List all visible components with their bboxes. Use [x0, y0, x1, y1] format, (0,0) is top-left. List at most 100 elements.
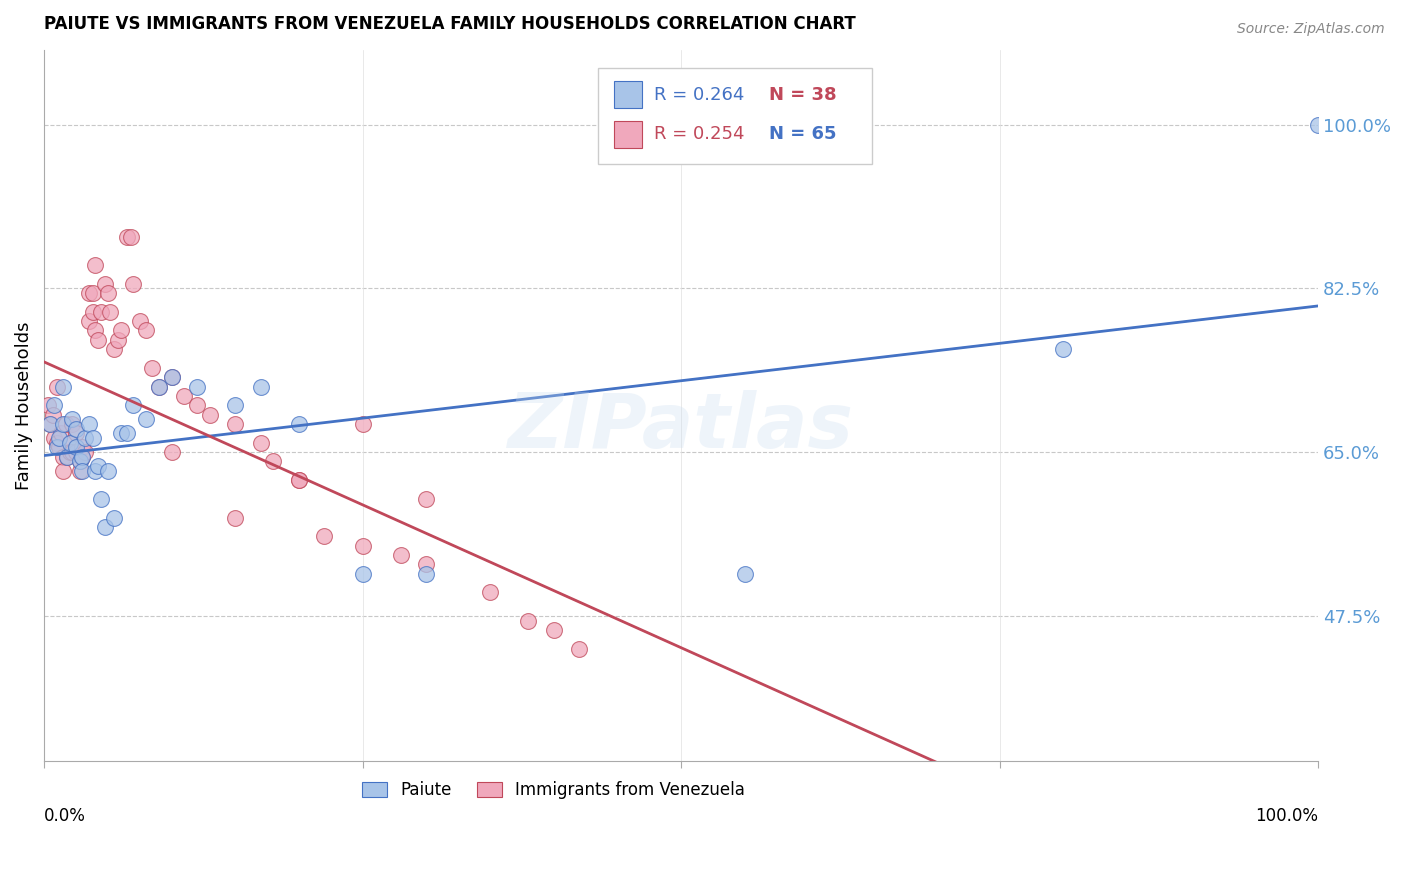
Point: [352, 539, 374, 553]
Point: [94, 520, 117, 534]
Point: [122, 277, 145, 291]
Bar: [613, 121, 641, 148]
Point: [69, 454, 91, 468]
Point: [69, 454, 91, 468]
Point: [60, 417, 83, 431]
FancyBboxPatch shape: [599, 68, 872, 163]
Point: [110, 324, 132, 338]
Text: N = 65: N = 65: [769, 126, 837, 144]
Text: 100.0%: 100.0%: [1256, 807, 1319, 825]
Point: [160, 370, 183, 384]
Point: [122, 398, 145, 412]
Point: [415, 566, 437, 581]
Point: [288, 473, 311, 487]
Point: [288, 417, 311, 431]
Point: [128, 314, 150, 328]
Legend: Paiute, Immigrants from Venezuela: Paiute, Immigrants from Venezuela: [356, 774, 752, 805]
Point: [52, 379, 75, 393]
Point: [65, 445, 87, 459]
Point: [517, 614, 540, 628]
Point: [186, 379, 208, 393]
Point: [352, 566, 374, 581]
Point: [52, 464, 75, 478]
Point: [56, 450, 79, 464]
Point: [39, 417, 62, 431]
Point: [415, 491, 437, 506]
Point: [160, 445, 183, 459]
Point: [94, 277, 117, 291]
Point: [288, 473, 311, 487]
Point: [224, 417, 246, 431]
Point: [262, 454, 284, 468]
Text: R = 0.264: R = 0.264: [654, 86, 745, 103]
Point: [45, 441, 67, 455]
Point: [115, 230, 138, 244]
Point: [48, 431, 70, 445]
Point: [249, 379, 271, 393]
Point: [90, 491, 112, 506]
Point: [173, 389, 195, 403]
Point: [1052, 342, 1074, 356]
Point: [103, 342, 125, 356]
Point: [103, 510, 125, 524]
Point: [543, 623, 565, 637]
Point: [479, 585, 502, 599]
Point: [52, 450, 75, 464]
Point: [84, 464, 107, 478]
Point: [82, 286, 104, 301]
Point: [84, 258, 107, 272]
Point: [107, 333, 129, 347]
Point: [90, 305, 112, 319]
Point: [1308, 118, 1330, 132]
Point: [82, 431, 104, 445]
Point: [568, 641, 591, 656]
Point: [86, 459, 108, 474]
Point: [224, 398, 246, 412]
Point: [56, 450, 79, 464]
Point: [72, 450, 94, 464]
Point: [249, 435, 271, 450]
Point: [148, 379, 170, 393]
Point: [73, 431, 96, 445]
Point: [58, 445, 80, 459]
Point: [141, 360, 163, 375]
Point: [415, 558, 437, 572]
Point: [60, 445, 83, 459]
Point: [55, 417, 77, 431]
Point: [120, 230, 142, 244]
Point: [58, 435, 80, 450]
Text: Source: ZipAtlas.com: Source: ZipAtlas.com: [1237, 22, 1385, 37]
Point: [389, 548, 412, 562]
Point: [42, 408, 65, 422]
Point: [52, 417, 75, 431]
Point: [160, 370, 183, 384]
Text: R = 0.254: R = 0.254: [654, 126, 745, 144]
Text: PAIUTE VS IMMIGRANTS FROM VENEZUELA FAMILY HOUSEHOLDS CORRELATION CHART: PAIUTE VS IMMIGRANTS FROM VENEZUELA FAMI…: [44, 15, 856, 33]
Point: [77, 417, 100, 431]
Bar: [613, 81, 641, 108]
Point: [98, 305, 121, 319]
Point: [60, 412, 83, 426]
Point: [72, 464, 94, 478]
Point: [224, 510, 246, 524]
Point: [352, 417, 374, 431]
Point: [65, 422, 87, 436]
Y-axis label: Family Households: Family Households: [15, 321, 32, 490]
Point: [84, 324, 107, 338]
Point: [97, 286, 120, 301]
Text: 0.0%: 0.0%: [44, 807, 86, 825]
Point: [44, 431, 66, 445]
Point: [110, 426, 132, 441]
Text: ZIPatlas: ZIPatlas: [508, 390, 853, 464]
Point: [314, 529, 336, 543]
Point: [45, 379, 67, 393]
Point: [77, 286, 100, 301]
Point: [186, 398, 208, 412]
Point: [86, 333, 108, 347]
Point: [198, 408, 221, 422]
Point: [72, 450, 94, 464]
Point: [135, 412, 157, 426]
Point: [69, 464, 91, 478]
Point: [45, 435, 67, 450]
Point: [97, 464, 120, 478]
